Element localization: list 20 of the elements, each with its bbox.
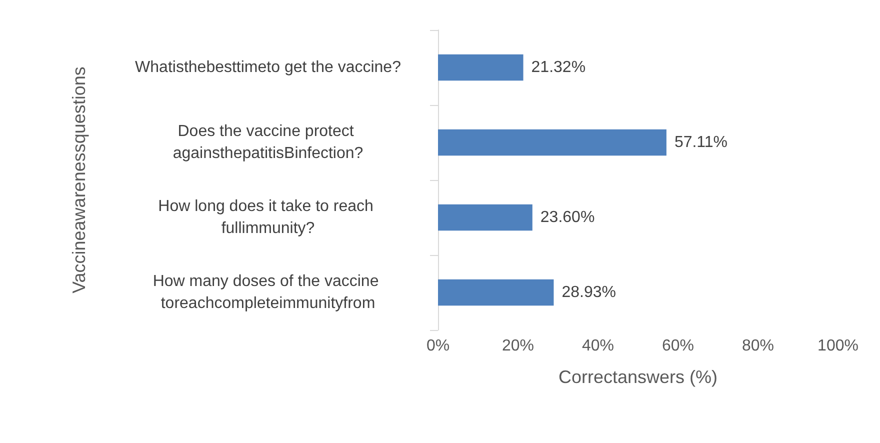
x-tick-label: 80% bbox=[742, 338, 774, 354]
x-tick-label: 100% bbox=[818, 338, 858, 354]
data-label: 28.93% bbox=[562, 284, 616, 301]
y-tick-label: How long does it take to reach fullimmunity? bbox=[158, 198, 378, 237]
data-label: 57.11% bbox=[674, 134, 728, 151]
x-tick-label: 0% bbox=[426, 338, 450, 354]
bar bbox=[438, 129, 666, 156]
y-tick-label: Does the vaccine protect againsthepatitisBinfection? bbox=[172, 123, 364, 162]
bar bbox=[438, 54, 524, 81]
x-tick-label: 40% bbox=[582, 338, 614, 354]
bar bbox=[438, 279, 554, 306]
data-label: 23.60% bbox=[540, 209, 595, 226]
bar bbox=[438, 204, 532, 231]
y-tick-label: Whatisthebesttimeto get the vaccine? bbox=[135, 59, 402, 76]
data-label: 21.32% bbox=[531, 59, 586, 76]
x-tick-label: 60% bbox=[662, 338, 694, 354]
y-axis-title: Vaccineawarenessquestions bbox=[69, 66, 89, 294]
x-tick-label: 20% bbox=[502, 338, 534, 354]
x-axis-title: Correctanswers (%) bbox=[558, 367, 718, 387]
y-tick-label: How many doses of the vaccine toreachcompleteimmunityfrom bbox=[152, 273, 384, 312]
